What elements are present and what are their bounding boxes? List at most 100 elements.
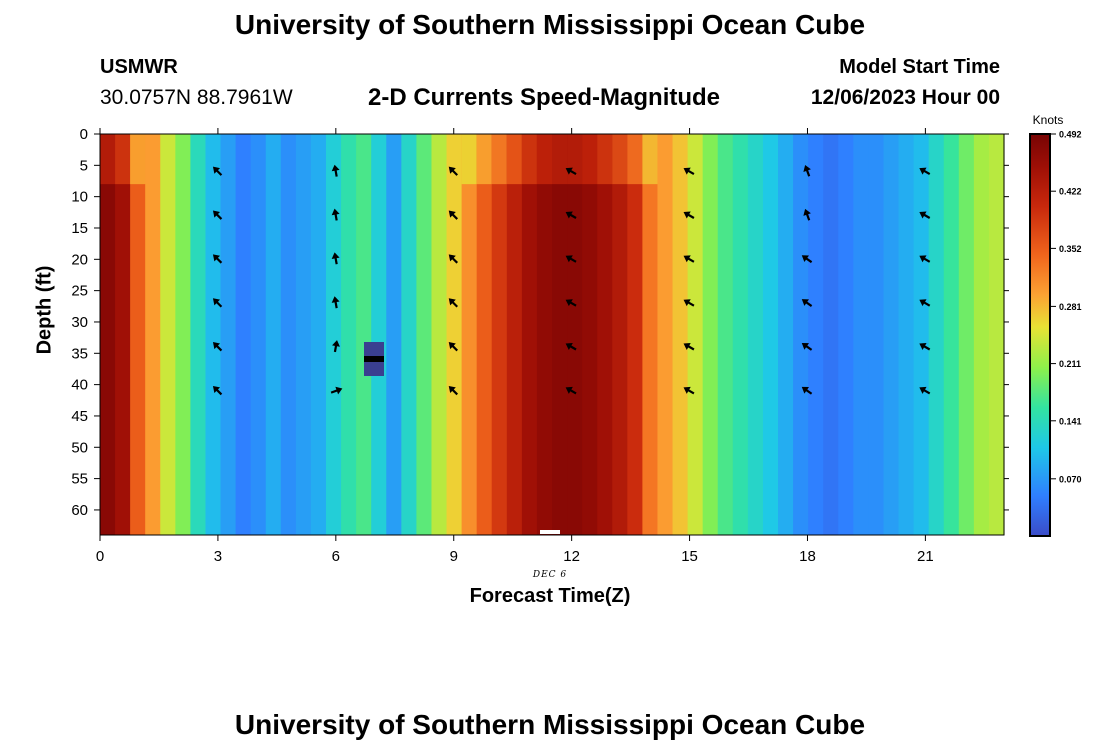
- current-arrow: [565, 211, 577, 219]
- x-tick-label: 15: [681, 548, 698, 565]
- x-axis: 0 3 6 9 12 15 18 21: [96, 128, 934, 565]
- heatmap-cell: [747, 134, 764, 535]
- heatmap-cell: [521, 134, 538, 535]
- heatmap-cell: [175, 134, 191, 535]
- heatmap-cell: [582, 134, 598, 535]
- plot-frame: [99, 133, 1005, 536]
- x-date-label: DEC 6: [532, 570, 568, 580]
- colorbar-tick-label: 0.281: [1059, 302, 1082, 312]
- heatmap-cell: [778, 134, 794, 535]
- heatmap-cell-surface: [642, 134, 659, 185]
- station-coordinates: 30.0757N 88.7961W: [100, 86, 293, 109]
- chart-title: University of Southern Mississippi Ocean…: [234, 9, 866, 40]
- y-tick-label: 15: [71, 220, 88, 237]
- heatmap-cell-surface: [130, 134, 146, 185]
- current-arrow: [565, 386, 577, 395]
- heatmap-cell: [808, 134, 824, 535]
- heatmap-cell: [536, 134, 553, 535]
- heatmap-cell-surface: [597, 134, 613, 185]
- current-arrow: [448, 385, 459, 396]
- heatmap-cell: [657, 134, 674, 535]
- current-arrow: [683, 343, 695, 351]
- current-arrow: [331, 164, 340, 177]
- current-arrow: [801, 342, 813, 351]
- current-arrow: [919, 299, 931, 307]
- colorbar-tick-label: 0.352: [1059, 244, 1082, 254]
- current-arrow: [565, 343, 577, 351]
- y-axis: 0 5 10 15 20 25 30 35 40 45 50 55 60: [71, 126, 1009, 519]
- chart-subtitle: 2-D Currents Speed-Magnitude: [368, 84, 721, 111]
- heatmap-cell-surface: [567, 134, 583, 185]
- y-tick-label: 30: [71, 314, 88, 331]
- footer-title: University of Southern Mississippi Ocean…: [234, 709, 866, 740]
- colorbar-tick-label: 0.141: [1059, 416, 1082, 426]
- current-arrow: [683, 386, 695, 395]
- y-tick-label: 50: [71, 439, 88, 456]
- y-tick-label: 35: [71, 345, 88, 362]
- current-arrow: [919, 167, 931, 176]
- heatmap-cell: [627, 134, 643, 535]
- y-tick-label: 10: [71, 189, 88, 206]
- heatmap-cell: [552, 134, 568, 535]
- heatmap-cell-surface: [552, 134, 568, 185]
- heatmap-cell: [883, 134, 900, 535]
- heatmap-cell: [838, 134, 854, 535]
- heatmap-cell: [672, 134, 689, 535]
- heatmap-cell: [130, 134, 146, 535]
- heatmap-cell: [446, 134, 463, 535]
- x-tick-label: 0: [96, 548, 104, 565]
- current-arrows: [212, 164, 931, 396]
- heatmap-cell: [341, 134, 357, 535]
- colorbar-tick-label: 0.211: [1059, 359, 1081, 369]
- colorbar-tick-label: 0.422: [1059, 187, 1082, 197]
- heatmap-cell: [717, 134, 734, 535]
- y-tick-label: 0: [80, 126, 88, 143]
- colorbar: Knots 0.070 0.141 0.211 0.281 0.352 0.422 0.492: [1029, 113, 1082, 537]
- current-arrow: [801, 299, 813, 307]
- station-id: USMWR: [100, 56, 178, 78]
- x-tick-label: 6: [332, 548, 340, 565]
- heatmap-cell: [265, 134, 282, 535]
- heatmap-cell: [823, 134, 839, 535]
- heatmap-cell: [145, 134, 161, 535]
- heatmap-cell: [913, 134, 930, 535]
- current-arrow: [331, 296, 340, 309]
- heatmap-cell: [506, 134, 523, 535]
- heatmap-cell: [220, 134, 237, 535]
- heatmap-cell: [567, 134, 583, 535]
- heatmap-cell: [868, 134, 885, 535]
- model-start-label: Model Start Time: [839, 56, 1000, 78]
- heatmap-cell: [461, 134, 478, 535]
- heatmap-cell-surface: [506, 134, 523, 185]
- heatmap-cell: [853, 134, 869, 535]
- current-arrow: [212, 166, 223, 176]
- heatmap-cell: [431, 134, 448, 535]
- heatmap-cell: [597, 134, 613, 535]
- heatmap-cell: [898, 134, 915, 535]
- y-tick-label: 20: [71, 251, 88, 268]
- current-arrow: [801, 386, 813, 395]
- current-arrow: [683, 299, 695, 307]
- heatmap-cell: [416, 134, 433, 535]
- current-arrow: [683, 211, 695, 219]
- heatmap-cell: [476, 134, 493, 535]
- heatmap-cell: [793, 134, 809, 535]
- current-arrow: [212, 254, 223, 264]
- heatmap-cell: [310, 134, 327, 535]
- current-arrow: [919, 343, 931, 351]
- model-start-value: 12/06/2023 Hour 00: [810, 86, 1000, 109]
- current-arrow: [803, 165, 811, 177]
- current-arrow: [801, 255, 813, 264]
- current-arrow: [919, 386, 931, 395]
- current-arrow: [683, 167, 695, 176]
- current-arrow: [448, 254, 459, 264]
- heatmap-cell: [356, 134, 372, 535]
- colorbar-ramp: [1029, 133, 1051, 537]
- y-tick-label: 55: [71, 471, 88, 488]
- current-arrow: [331, 252, 340, 265]
- heatmap-cell: [943, 134, 960, 535]
- heatmap-cell: [702, 134, 719, 535]
- heatmap-cell: [612, 134, 628, 535]
- heatmap-cell-surface: [612, 134, 628, 185]
- y-tick-label: 60: [71, 502, 88, 519]
